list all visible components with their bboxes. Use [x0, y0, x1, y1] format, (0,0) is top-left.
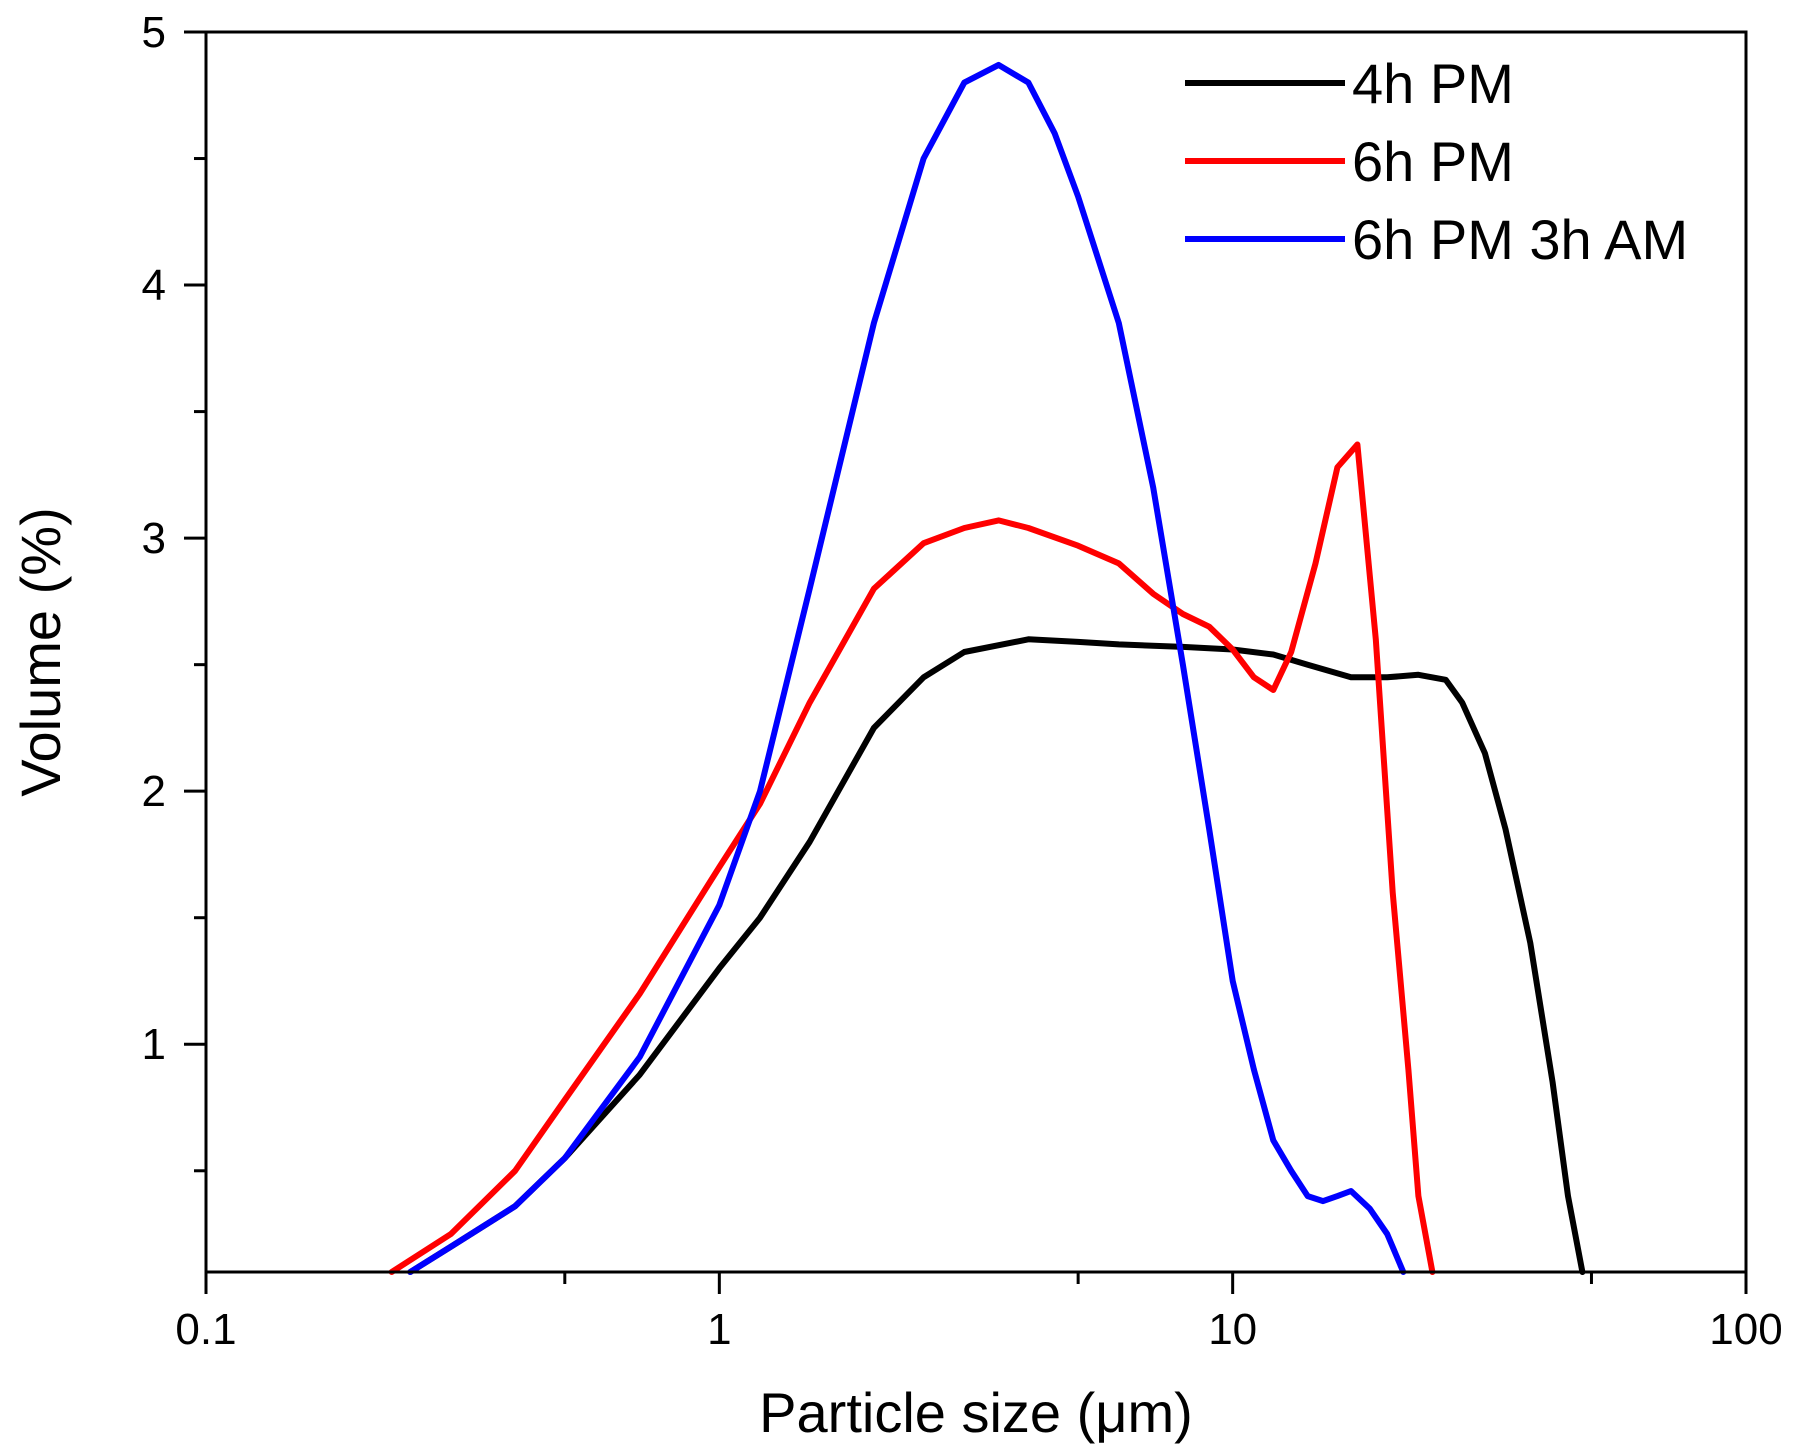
y-axis-title: Volume (%) [9, 507, 72, 796]
x-tick-label: 1 [707, 1305, 731, 1354]
plot-frame [204, 30, 1748, 1274]
x-tick-label: 0.1 [175, 1305, 236, 1354]
series-line-3 [407, 61, 1407, 1275]
legend: 4h PM 6h PM 6h PM 3h AM [1185, 52, 1688, 271]
x-tick-label: 100 [1709, 1305, 1782, 1354]
y-tick-label: 3 [142, 514, 166, 563]
y-tick-label: 1 [142, 1020, 166, 1069]
y-tick-label: 2 [142, 767, 166, 816]
legend-label-2: 6h PM [1352, 130, 1514, 193]
y-tick-label: 4 [142, 261, 166, 310]
legend-label-3: 6h PM 3h AM [1352, 208, 1688, 271]
legend-label-1: 4h PM [1352, 52, 1514, 115]
y-tick-label: 5 [142, 8, 166, 57]
x-tick-label: 10 [1208, 1305, 1257, 1354]
tick-layer [184, 30, 1748, 1294]
series-layer [388, 61, 1586, 1275]
x-axis-title: Particle size (μm) [759, 1381, 1193, 1444]
label-layer: 0.1 1 10 100 1 2 3 4 5 [142, 8, 1783, 1354]
series-line-2 [388, 441, 1436, 1275]
